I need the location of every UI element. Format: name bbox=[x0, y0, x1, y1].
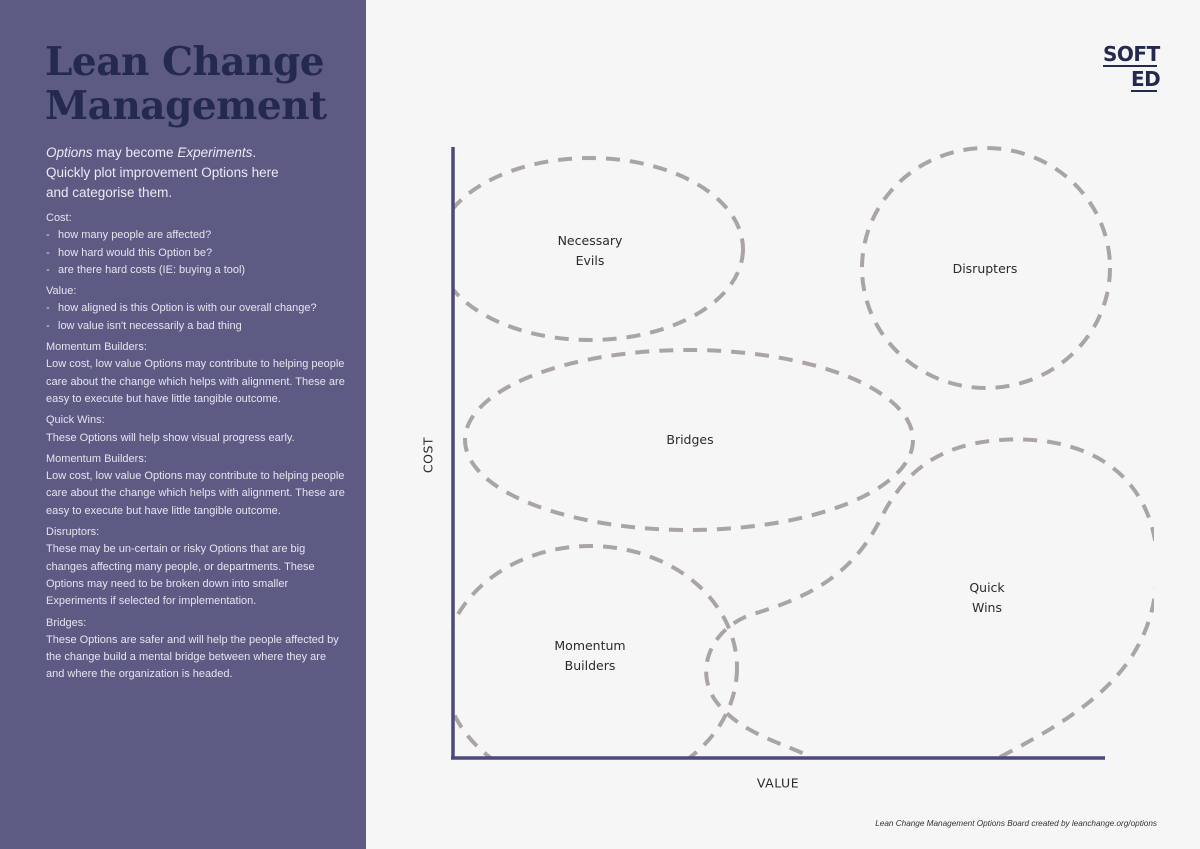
region-bridges-shape bbox=[463, 348, 915, 532]
label-line: Evils bbox=[575, 253, 605, 268]
region-quick-wins-shape bbox=[704, 437, 1154, 757]
section-value: Value: how aligned is this Option is wit… bbox=[46, 283, 346, 335]
bullet-item: how aligned is this Option is with our o… bbox=[46, 300, 346, 318]
intro-line-3: and categorise them. bbox=[46, 185, 173, 200]
region-disrupters-label: Disrupters bbox=[953, 259, 1018, 279]
section-momentum-builders: Momentum Builders: Low cost, low value O… bbox=[46, 339, 346, 408]
region-quick-wins-label: Quick Wins bbox=[969, 578, 1004, 618]
intro-text: Options may become Experiments. Quickly … bbox=[46, 143, 346, 203]
notes: Cost: how many people are affected? how … bbox=[46, 210, 346, 688]
section-heading: Quick Wins: bbox=[46, 414, 105, 427]
section-momentum-builders-2: Momentum Builders: Low cost, low value O… bbox=[46, 451, 346, 520]
region-momentum-builders-shape bbox=[454, 544, 739, 757]
intro-text-part: . bbox=[252, 145, 257, 160]
region-necessary-evils-label: Necessary Evils bbox=[558, 231, 623, 271]
title-line-1: Lean Change bbox=[45, 39, 325, 85]
region-bridges-label: Bridges bbox=[666, 430, 713, 450]
intro-em-experiments: Experiments bbox=[177, 145, 253, 160]
title-line-2: Management bbox=[45, 83, 327, 129]
label-line: Disrupters bbox=[952, 261, 1018, 276]
section-bridges: Bridges: These Options are safer and wil… bbox=[46, 615, 346, 684]
bullet-item: how many people are affected? bbox=[46, 227, 346, 245]
region-necessary-evils-shape bbox=[454, 156, 745, 342]
region-disrupters-shape bbox=[860, 146, 1112, 390]
section-disruptors: Disruptors: These may be un-certain or r… bbox=[46, 524, 346, 610]
credit-footer: Lean Change Management Options Board cre… bbox=[875, 819, 1157, 828]
section-heading: Momentum Builders: bbox=[46, 452, 147, 465]
label-line: Quick bbox=[969, 580, 1005, 595]
section-heading: Momentum Builders: bbox=[46, 341, 147, 354]
bullet-item: how hard would this Option be? bbox=[46, 245, 346, 263]
section-quick-wins: Quick Wins: These Options will help show… bbox=[46, 412, 346, 447]
section-body: Low cost, low value Options may contribu… bbox=[46, 470, 345, 517]
logo-line-2: ED bbox=[1131, 67, 1161, 92]
label-line: Momentum bbox=[554, 638, 626, 653]
label-line: Bridges bbox=[666, 432, 714, 447]
intro-text-part: may become bbox=[92, 145, 178, 160]
label-line: Necessary bbox=[557, 233, 623, 248]
bullet-list: how many people are affected? how hard w… bbox=[46, 227, 346, 279]
intro-em-options: Options bbox=[46, 145, 93, 160]
bullet-item: low value isn't necessarily a bad thing bbox=[46, 318, 346, 336]
softed-logo: SOFT ED bbox=[1103, 42, 1161, 92]
section-body: These Options will help show visual prog… bbox=[46, 431, 295, 444]
section-body: Low cost, low value Options may contribu… bbox=[46, 358, 345, 405]
region-momentum-builders-label: Momentum Builders bbox=[554, 636, 625, 676]
page-title: Lean Change Management bbox=[45, 40, 327, 128]
intro-line-2: Quickly plot improvement Options here bbox=[46, 165, 279, 180]
label-line: Wins bbox=[971, 600, 1002, 615]
x-axis-label: VALUE bbox=[756, 775, 800, 791]
bullet-item: are there hard costs (IE: buying a tool) bbox=[46, 262, 346, 280]
section-heading: Cost: bbox=[46, 212, 72, 224]
sidebar: Lean Change Management Options may becom… bbox=[0, 0, 366, 849]
section-body: These Options are safer and will help th… bbox=[46, 633, 339, 681]
logo-line-1: SOFT bbox=[1103, 42, 1160, 67]
section-heading: Bridges: bbox=[46, 616, 87, 629]
label-line: Builders bbox=[564, 658, 616, 673]
y-axis-label: COST bbox=[420, 436, 436, 474]
section-cost: Cost: how many people are affected? how … bbox=[46, 210, 346, 279]
section-heading: Disruptors: bbox=[46, 526, 100, 539]
section-heading: Value: bbox=[46, 285, 77, 298]
bullet-list: how aligned is this Option is with our o… bbox=[46, 300, 346, 335]
section-body: These may be un-certain or risky Options… bbox=[46, 543, 315, 608]
